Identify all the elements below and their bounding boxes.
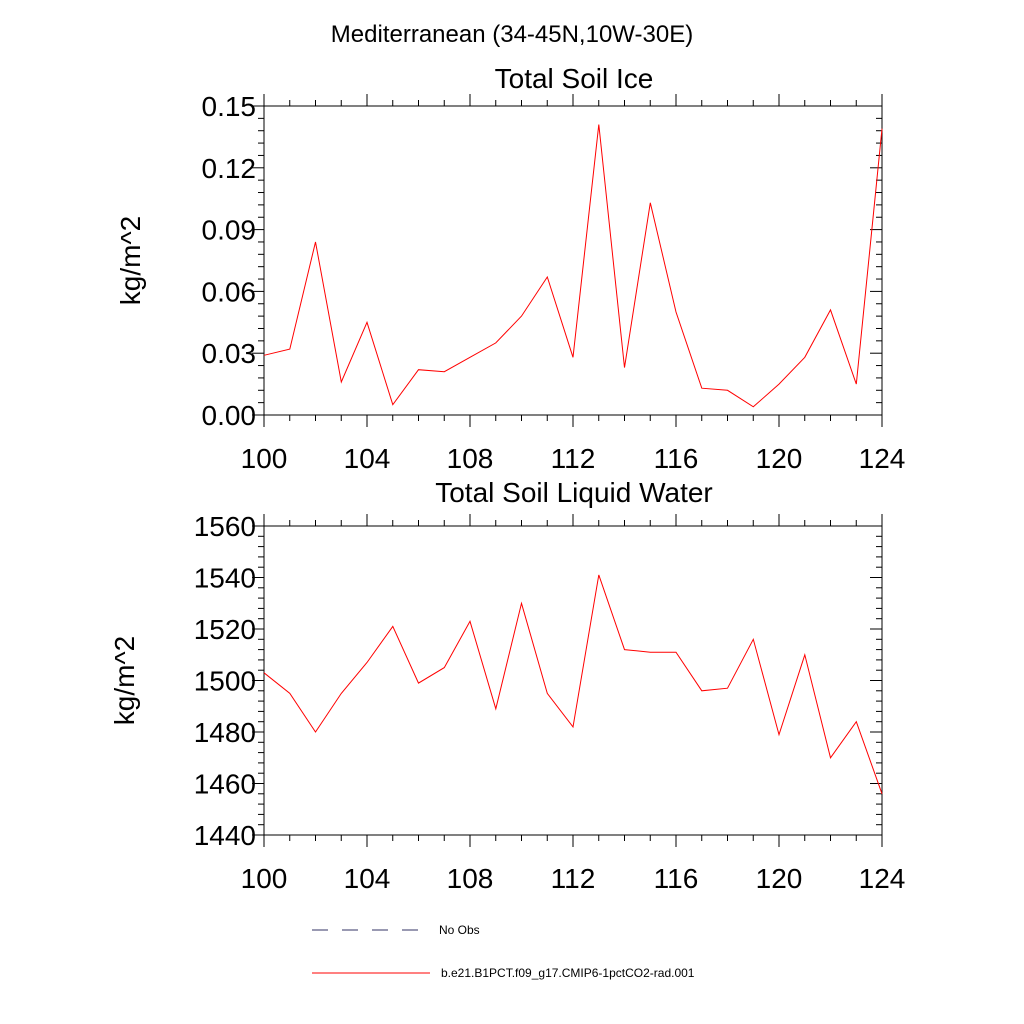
x-tick-label: 108	[447, 443, 494, 474]
series-group-ice	[263, 124, 883, 408]
y-tick-label: 1480	[194, 717, 256, 748]
x-tick-label: 108	[447, 863, 494, 894]
x-tick-label: 100	[241, 443, 288, 474]
y-tick-label: 0.06	[202, 276, 257, 307]
plot-frame-ice	[263, 105, 883, 416]
y-axis-label-ice: kg/m^2	[115, 216, 146, 305]
y-ticks-ice: 0.00 0.03 0.06 0.09 0.12 0.15	[202, 91, 882, 431]
x-tick-label: 116	[654, 863, 699, 894]
y-tick-label: 1540	[194, 563, 256, 594]
y-tick-label: 0.15	[202, 91, 257, 122]
y-tick-label: 1500	[194, 666, 256, 697]
panel-total-soil-ice: Total Soil Ice 0.000.030.060.090.120.15 …	[115, 63, 905, 474]
x-tick-label: 120	[756, 443, 803, 474]
x-tick-label: 100	[241, 863, 288, 894]
panel-title-liquid: Total Soil Liquid Water	[435, 477, 713, 508]
y-tick-label: 1440	[194, 820, 256, 851]
y-tick-label: 0.09	[202, 215, 257, 246]
x-tick-label: 124	[859, 863, 906, 894]
plot-frame-liquid	[263, 525, 883, 836]
y-tick-label: 1460	[194, 769, 256, 800]
x-ticks-ice: 100 104 108 112 116 120 124	[241, 94, 906, 474]
x-ticks-liquid: 100 104 108 112 116 120 124	[241, 514, 906, 894]
x-tick-label: 120	[756, 863, 803, 894]
legend: No Obs b.e21.B1PCT.f09_g17.CMIP6-1pctCO2…	[312, 923, 695, 980]
y-tick-label: 1560	[194, 511, 256, 542]
figure-title: Mediterranean (34-45N,10W-30E)	[331, 21, 693, 48]
y-ticks-liquid: 1440 1460 1480 1500 1520 1540 1560	[194, 511, 882, 851]
y-tick-label: 0.12	[202, 153, 257, 184]
x-tick-label: 112	[551, 863, 596, 894]
x-tick-label: 116	[654, 443, 699, 474]
legend-label-model-run: b.e21.B1PCT.f09_g17.CMIP6-1pctCO2-rad.00…	[441, 966, 695, 980]
x-tick-label: 124	[859, 443, 906, 474]
legend-label-no-obs: No Obs	[439, 923, 480, 937]
y-tick-label: 0.03	[202, 338, 257, 369]
series-line-liquid	[263, 574, 883, 794]
y-tick-label: 1520	[194, 614, 256, 645]
x-tick-label: 112	[551, 443, 596, 474]
panel-total-soil-liquid-water: Total Soil Liquid Water 1440 1460 1480 1500…	[109, 477, 905, 894]
x-tick-label: 104	[344, 863, 391, 894]
x-tick-label: 104	[344, 443, 391, 474]
series-group-liquid	[263, 574, 883, 794]
series-line-ice	[263, 124, 883, 408]
panel-title-ice: Total Soil Ice	[495, 63, 654, 94]
y-tick-label: 0.00	[202, 400, 257, 431]
y-axis-label-liquid: kg/m^2	[109, 636, 140, 725]
